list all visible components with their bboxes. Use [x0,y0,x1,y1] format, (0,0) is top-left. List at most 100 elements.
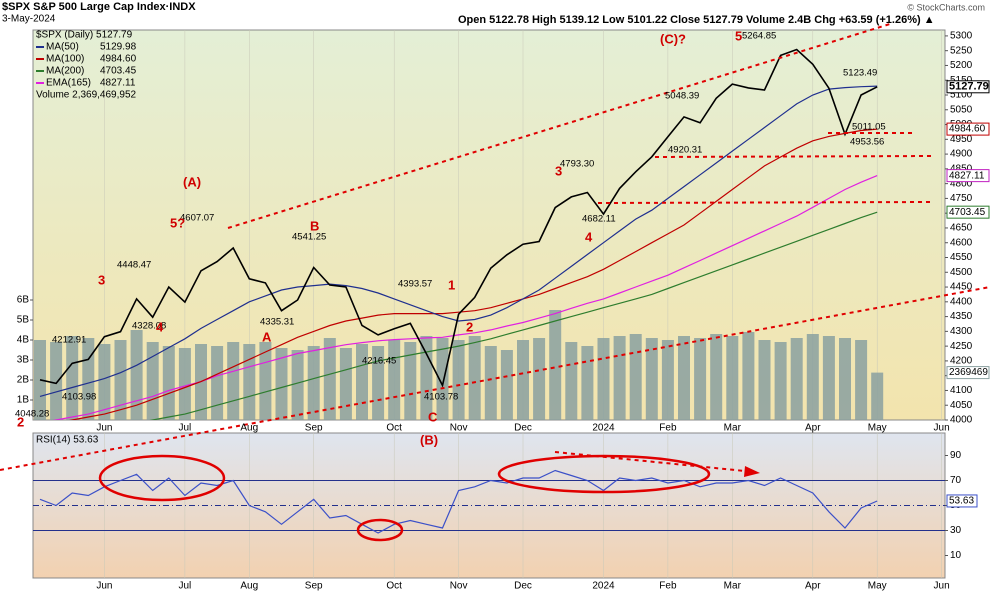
y-tick-label: 5250 [950,45,973,56]
x-tick-label: Nov [450,581,468,591]
x-tick-label: Jun [96,423,112,434]
legend-value: 4703.45 [100,66,137,77]
volume-bar [565,342,578,420]
wave-label: 4 [156,319,164,334]
x-tick-label: Oct [386,581,402,591]
wave-label: 2 [17,414,24,429]
volume-bar [500,350,513,420]
series-line [39,469,878,534]
volume-bar [742,332,755,420]
x-tick-label: 2024 [592,581,615,591]
price-flag [946,205,990,219]
price-flag-label: 4827.11 [949,170,985,181]
volume-bar [291,350,304,420]
y-tick-label: 4350 [950,311,973,322]
volume-bar [533,338,546,420]
legend-value: 4984.60 [100,54,137,65]
price-label: 5123.49 [843,68,877,79]
price-flag-label: 5127.79 [949,81,989,93]
volume-bar [452,340,465,420]
volume-bar [790,338,803,420]
y-tick-label: 5100 [950,90,973,101]
price-label: 5048.39 [665,91,699,102]
y-tick-label: 4850 [950,164,973,175]
volume-bar [82,338,95,420]
y2-tick-label: 3B [17,355,30,366]
legend-volume: Volume 2,369,469,952 [36,90,137,101]
y-tick-label: 5050 [950,104,973,115]
price-label: 4793.30 [560,159,594,170]
volume-bar [130,330,143,420]
x-tick-label: Jun [934,423,950,434]
legend-entry: MA(100) [46,54,84,65]
ellipse [98,454,226,502]
y-tick-label: 4400 [950,296,973,307]
volume-bar [372,346,385,420]
wave-label: 3 [98,272,105,287]
y-tick-label: 4600 [950,237,973,248]
x-tick-label: Aug [240,581,258,591]
rsi-flag [946,494,978,508]
volume-bar [98,344,111,420]
volume-bar [307,346,320,420]
x-tick-label: 2024 [592,423,615,434]
volume-bar [629,334,642,420]
y2-tick-label: 6B [17,295,30,306]
x-tick-label: Nov [450,423,468,434]
rsi-title: RSI(14) 53.63 [36,435,99,446]
price-label: 4216.45 [362,356,396,367]
x-tick-label: Jun [96,581,112,591]
volume-bar [162,346,175,420]
y-tick-label: 4900 [950,149,973,160]
volume-bar [645,338,658,420]
y-tick-label: 4050 [950,400,973,411]
wave-label: (B) [420,432,438,447]
legend-entry: EMA(165) [46,78,91,89]
price-label: 4920.31 [668,145,702,156]
x-tick-label: Mar [724,581,742,591]
legend-value: 4827.11 [100,78,136,89]
volume-bar [839,338,851,420]
volume-bar [549,310,562,420]
series-line [68,128,878,420]
volume-bar [323,338,336,420]
volume-bar [356,344,368,420]
wave-label: B [310,218,319,233]
legend-title: $SPX (Daily) 5127.79 [36,30,133,41]
volume-bar [114,340,127,420]
quote: Open 5122.78 High 5139.12 Low 5101.22 Cl… [458,14,935,26]
y-tick-label: 4000 [950,415,973,426]
symbol: $SPX S&P 500 Large Cap Index·INDX [2,1,196,13]
volume-bar [178,348,191,420]
series-line [39,48,878,388]
ellipse [497,454,711,494]
x-tick-label: Dec [514,581,532,591]
price-flag-label: 4703.45 [949,207,986,218]
volume-bar [758,340,771,420]
y2-tick-label: 1B [17,395,30,406]
y-tick-label: 4650 [950,223,973,234]
y-tick-label: 4750 [950,193,973,204]
price-label: 4212.91 [52,335,86,346]
x-tick-label: Apr [805,581,821,591]
y-tick-label: 90 [950,450,962,461]
x-tick-label: May [868,423,887,434]
volume-flag [946,366,990,380]
wave-label: A [262,329,272,344]
price-label: 4335.31 [260,317,294,328]
y-tick-label: 4250 [950,341,973,352]
x-tick-label: Sep [305,581,323,591]
y-tick-label: 30 [950,525,962,536]
volume-bar [774,342,787,420]
volume-bar [66,336,79,420]
volume-bar [661,340,674,420]
price-flag [946,122,990,136]
arrow-head [744,466,760,477]
price-flag [946,80,990,94]
price-label: 4328.08 [132,321,166,332]
volume-bar [726,336,739,420]
wave-label: 4 [585,229,593,244]
y-tick-label: 5300 [950,31,973,42]
